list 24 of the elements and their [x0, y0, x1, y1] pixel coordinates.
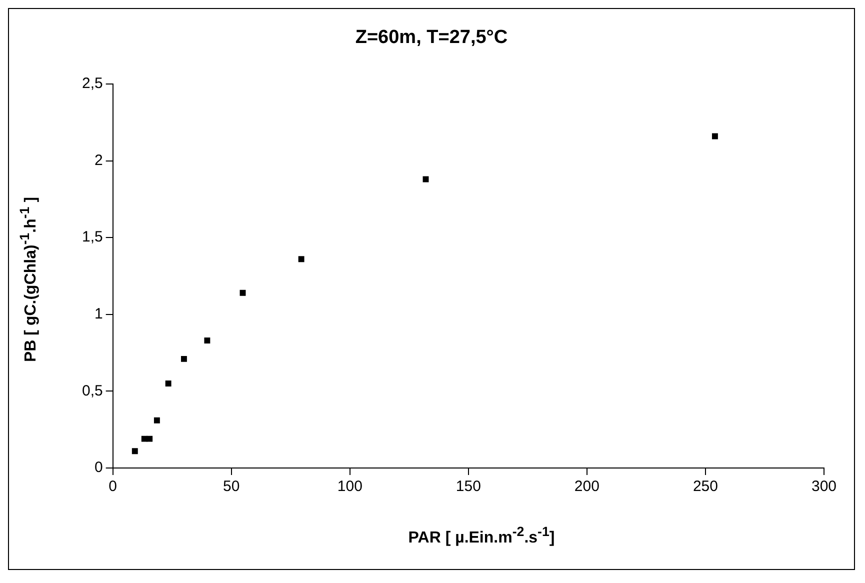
x-tick-label: 0: [108, 478, 118, 496]
x-axis-title: PAR [ µ.Ein.m$^{-2}$.s$^{-1}$]: [407, 524, 556, 547]
y-tick-label: 2,5: [82, 75, 103, 92]
point: [298, 256, 304, 262]
x-tick-label: 300: [811, 478, 837, 496]
point: [204, 338, 210, 344]
point: [712, 133, 718, 140]
point: [154, 417, 160, 424]
point: [146, 436, 153, 442]
x-tick-label: 50: [223, 478, 240, 496]
x-tick-label: 200: [574, 478, 600, 496]
x-tick-label: 100: [337, 478, 362, 496]
y-tick-label: 1,5: [82, 228, 103, 246]
x-tick-label: 150: [456, 478, 481, 496]
y-tick-label: 2: [94, 152, 103, 169]
y-tick-label: 1: [94, 306, 103, 323]
y-tick-label: 0: [94, 459, 103, 476]
x-tick-label: 250: [692, 478, 718, 496]
y-tick-label: 0,5: [82, 382, 103, 400]
point: [240, 290, 246, 296]
point: [165, 380, 172, 386]
point: [132, 448, 138, 454]
chart-title: Z=60m, T=27,5°C: [354, 27, 509, 49]
point: [180, 356, 187, 362]
